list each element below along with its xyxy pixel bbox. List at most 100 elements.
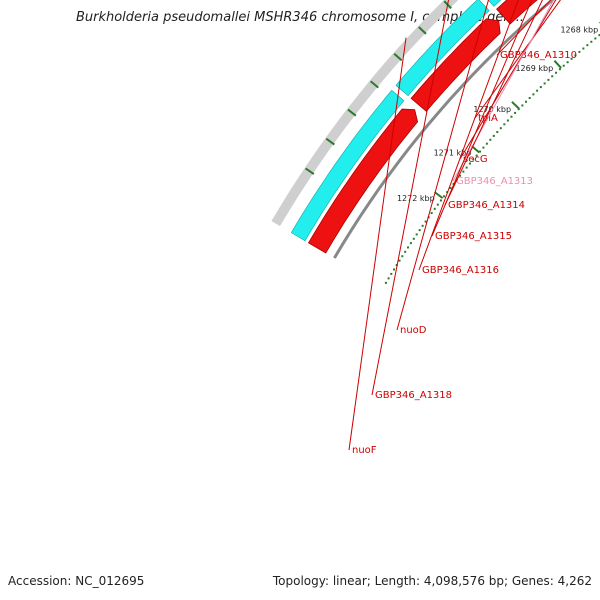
gene-label: GBP346_A1310 xyxy=(500,50,577,61)
scale-dot xyxy=(468,162,471,165)
scale-dot xyxy=(543,82,546,85)
scale-label: 1272 kbp xyxy=(397,194,435,203)
gene-track xyxy=(307,0,538,254)
scale-dot xyxy=(465,166,468,169)
cds-tick xyxy=(393,52,403,62)
backbone-shade xyxy=(271,0,459,227)
scale-dot xyxy=(412,237,415,240)
scale-dot xyxy=(499,127,502,130)
topology-text: Topology: linear; Length: 4,098,576 bp; … xyxy=(272,574,592,588)
scale-dot xyxy=(407,246,410,249)
gene-leader-line xyxy=(474,0,562,119)
gene-leader-line xyxy=(496,0,552,56)
scale-track: 1264 kbp1265 kbp1266 kbp1267 kbp1268 kbp… xyxy=(384,21,600,284)
scale-dot xyxy=(449,186,452,189)
scale-dot xyxy=(517,108,520,111)
cds-tick xyxy=(369,80,379,89)
scale-label: 1271 kbp xyxy=(434,148,472,157)
scale-dot xyxy=(555,71,558,74)
gene-leader-line xyxy=(431,0,533,237)
gene-leader-line xyxy=(444,0,543,206)
scale-dot xyxy=(439,199,442,202)
scale-dot xyxy=(415,233,418,236)
scale-dot xyxy=(384,281,387,284)
scale-dot xyxy=(401,255,404,258)
scale-dot xyxy=(547,78,550,81)
scale-dot xyxy=(574,54,577,57)
scale-dot xyxy=(514,111,517,114)
scale-dot xyxy=(503,123,506,126)
scale-dot xyxy=(521,104,524,107)
scale-dot xyxy=(578,50,581,53)
scale-tick xyxy=(511,101,520,110)
gene-labels: GBP346_A1310tpiAsecGGBP346_A1313GBP346_A… xyxy=(348,0,577,456)
scale-dot xyxy=(539,86,542,89)
scale-dot xyxy=(492,134,495,137)
scale-dot xyxy=(393,268,396,271)
scale-dot xyxy=(496,131,499,134)
cds-tick xyxy=(418,26,427,35)
gene-block xyxy=(307,108,419,254)
scale-dot xyxy=(590,40,593,43)
gene-block xyxy=(496,0,538,25)
gene-leader-line xyxy=(452,0,555,182)
scale-label: 1268 kbp xyxy=(560,26,598,35)
accession-text: Accession: NC_012695 xyxy=(8,574,145,588)
scale-tick xyxy=(434,191,444,199)
gene-label: GBP346_A1313 xyxy=(456,176,533,187)
scale-dot xyxy=(462,170,465,173)
scale-dot xyxy=(489,138,492,141)
cds-tick xyxy=(305,167,315,175)
gene-leader-line xyxy=(396,0,489,331)
scale-dot xyxy=(433,207,436,210)
gene-label: nuoF xyxy=(352,445,377,456)
scale-dot xyxy=(404,250,407,253)
cds-block xyxy=(395,0,490,97)
cds-track xyxy=(290,0,502,242)
scale-dot xyxy=(528,97,531,100)
gene-leader-line xyxy=(418,0,519,271)
scale-label: 1270 kbp xyxy=(473,105,511,114)
cds-tick xyxy=(325,137,335,146)
scale-dot xyxy=(418,229,421,232)
cds-block xyxy=(487,0,502,7)
scale-dot xyxy=(430,212,433,215)
scale-dot xyxy=(525,100,528,103)
scale-dot xyxy=(562,64,565,67)
cds-block xyxy=(290,89,405,242)
scale-dot xyxy=(436,203,439,206)
scale-dot xyxy=(506,119,509,122)
scale-tick xyxy=(553,59,562,69)
scale-label: 1269 kbp xyxy=(515,64,553,73)
scale-dot xyxy=(482,146,485,149)
gene-label: GBP346_A1318 xyxy=(375,390,452,401)
scale-dot xyxy=(472,158,475,161)
gene-label: GBP346_A1315 xyxy=(435,231,512,242)
scale-dot xyxy=(510,115,513,118)
scale-dot xyxy=(536,89,539,92)
gene-label: nuoD xyxy=(400,325,427,336)
scale-dot xyxy=(443,195,446,198)
scale-dot xyxy=(586,44,589,47)
gene-label: GBP346_A1316 xyxy=(422,265,499,276)
gene-block xyxy=(410,18,501,112)
scale-dot xyxy=(566,61,569,64)
gene-leader-line xyxy=(348,37,407,451)
gene-leader-line xyxy=(371,0,450,396)
scale-dot xyxy=(459,174,462,177)
scale-dot xyxy=(390,272,393,275)
scale-dot xyxy=(594,37,597,40)
scale-dot xyxy=(582,47,585,50)
scale-dot xyxy=(598,34,600,37)
map-title: Burkholderia pseudomallei MSHR346 chromo… xyxy=(75,10,525,25)
gene-label: secG xyxy=(463,154,488,165)
scale-dot xyxy=(479,150,482,153)
scale-dot xyxy=(387,277,390,280)
scale-dot xyxy=(398,259,401,262)
scale-dot xyxy=(532,93,535,96)
scale-dot xyxy=(409,242,412,245)
scale-dot xyxy=(485,142,488,145)
scale-dot xyxy=(475,154,478,157)
scale-dot xyxy=(424,220,427,223)
